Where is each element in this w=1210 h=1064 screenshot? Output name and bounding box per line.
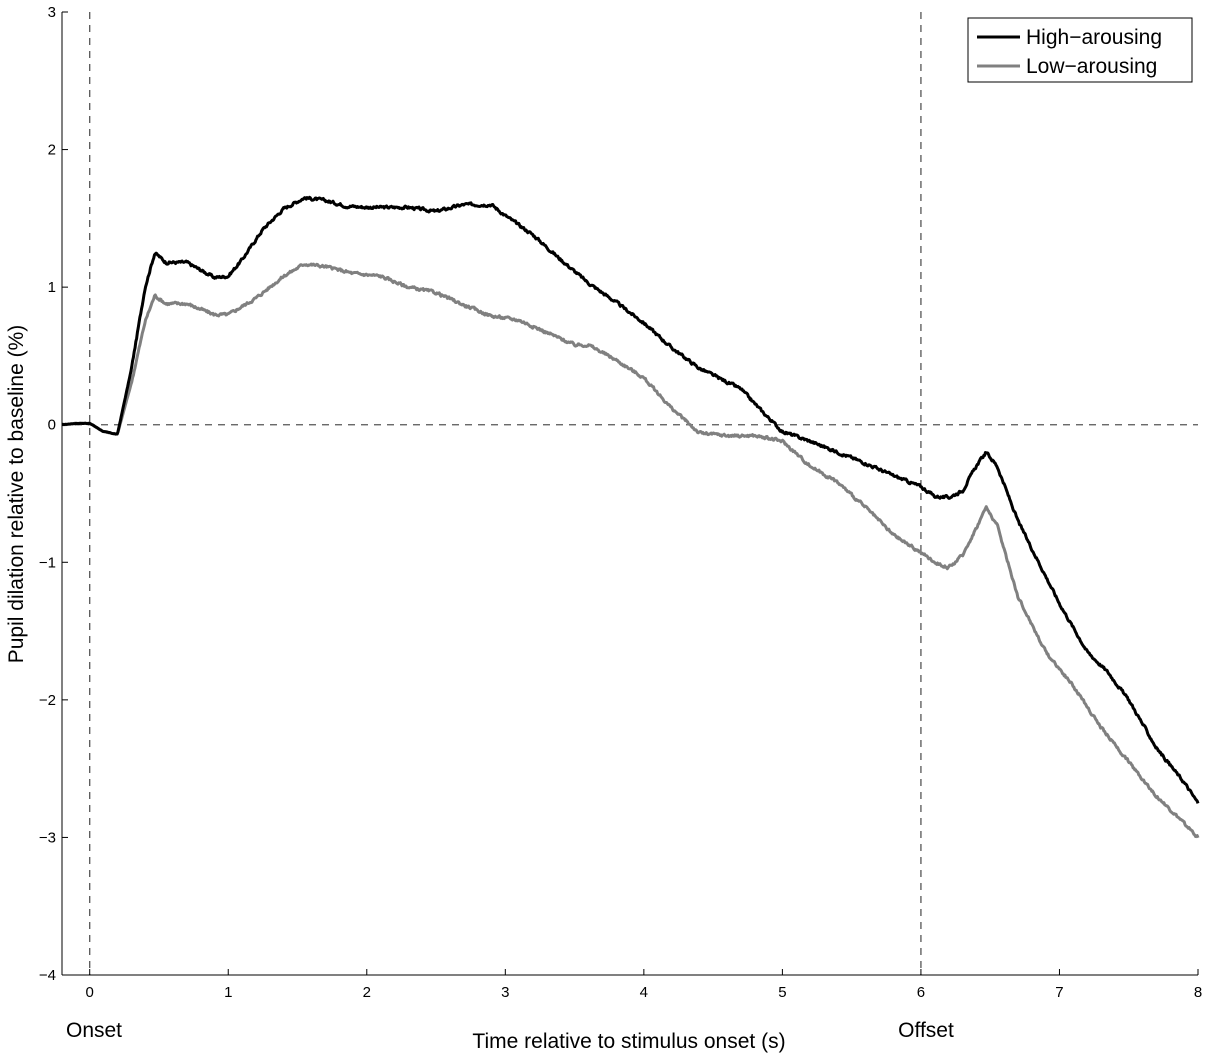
x-tick-label: 3 — [501, 984, 509, 1001]
legend-label-high-arousing: High−arousing — [1026, 26, 1162, 49]
y-tick-label: 0 — [48, 417, 56, 434]
x-axis-title: Time relative to stimulus onset (s) — [472, 1030, 785, 1053]
y-tick-label: −1 — [39, 554, 56, 571]
y-axis-title: Pupil dilation relative to baseline (%) — [5, 325, 28, 664]
legend: High−arousing Low−arousing — [967, 17, 1193, 83]
x-tick-label: 2 — [363, 984, 371, 1001]
onset-label: Onset — [66, 1019, 122, 1042]
series-line-high-arousing — [61, 195, 1200, 804]
legend-label-low-arousing: Low−arousing — [1026, 55, 1157, 78]
x-tick-label: 1 — [224, 984, 232, 1001]
axes-frame — [61, 12, 1198, 976]
offset-label: Offset — [898, 1019, 954, 1042]
x-tick-label: 5 — [778, 984, 786, 1001]
x-axis-ticks: 0 1 2 3 4 5 6 7 8 — [86, 969, 1202, 1001]
series-layer — [61, 195, 1200, 839]
y-tick-label: 1 — [48, 279, 56, 296]
x-tick-label: 7 — [1055, 984, 1063, 1001]
y-tick-label: 3 — [48, 4, 56, 21]
x-tick-label: 6 — [917, 984, 925, 1001]
series-line-low-arousing — [61, 262, 1200, 839]
y-tick-label: −2 — [39, 692, 56, 709]
y-tick-label: −4 — [39, 967, 56, 984]
reference-lines — [62, 12, 1198, 975]
legend-box — [967, 17, 1193, 83]
x-tick-label: 8 — [1194, 984, 1202, 1001]
y-axis-ticks: −4 −3 −2 −1 0 1 2 3 — [39, 4, 68, 984]
y-tick-label: 2 — [48, 142, 56, 159]
x-tick-label: 4 — [640, 984, 648, 1001]
y-tick-label: −3 — [39, 829, 56, 846]
x-tick-label: 0 — [86, 984, 94, 1001]
